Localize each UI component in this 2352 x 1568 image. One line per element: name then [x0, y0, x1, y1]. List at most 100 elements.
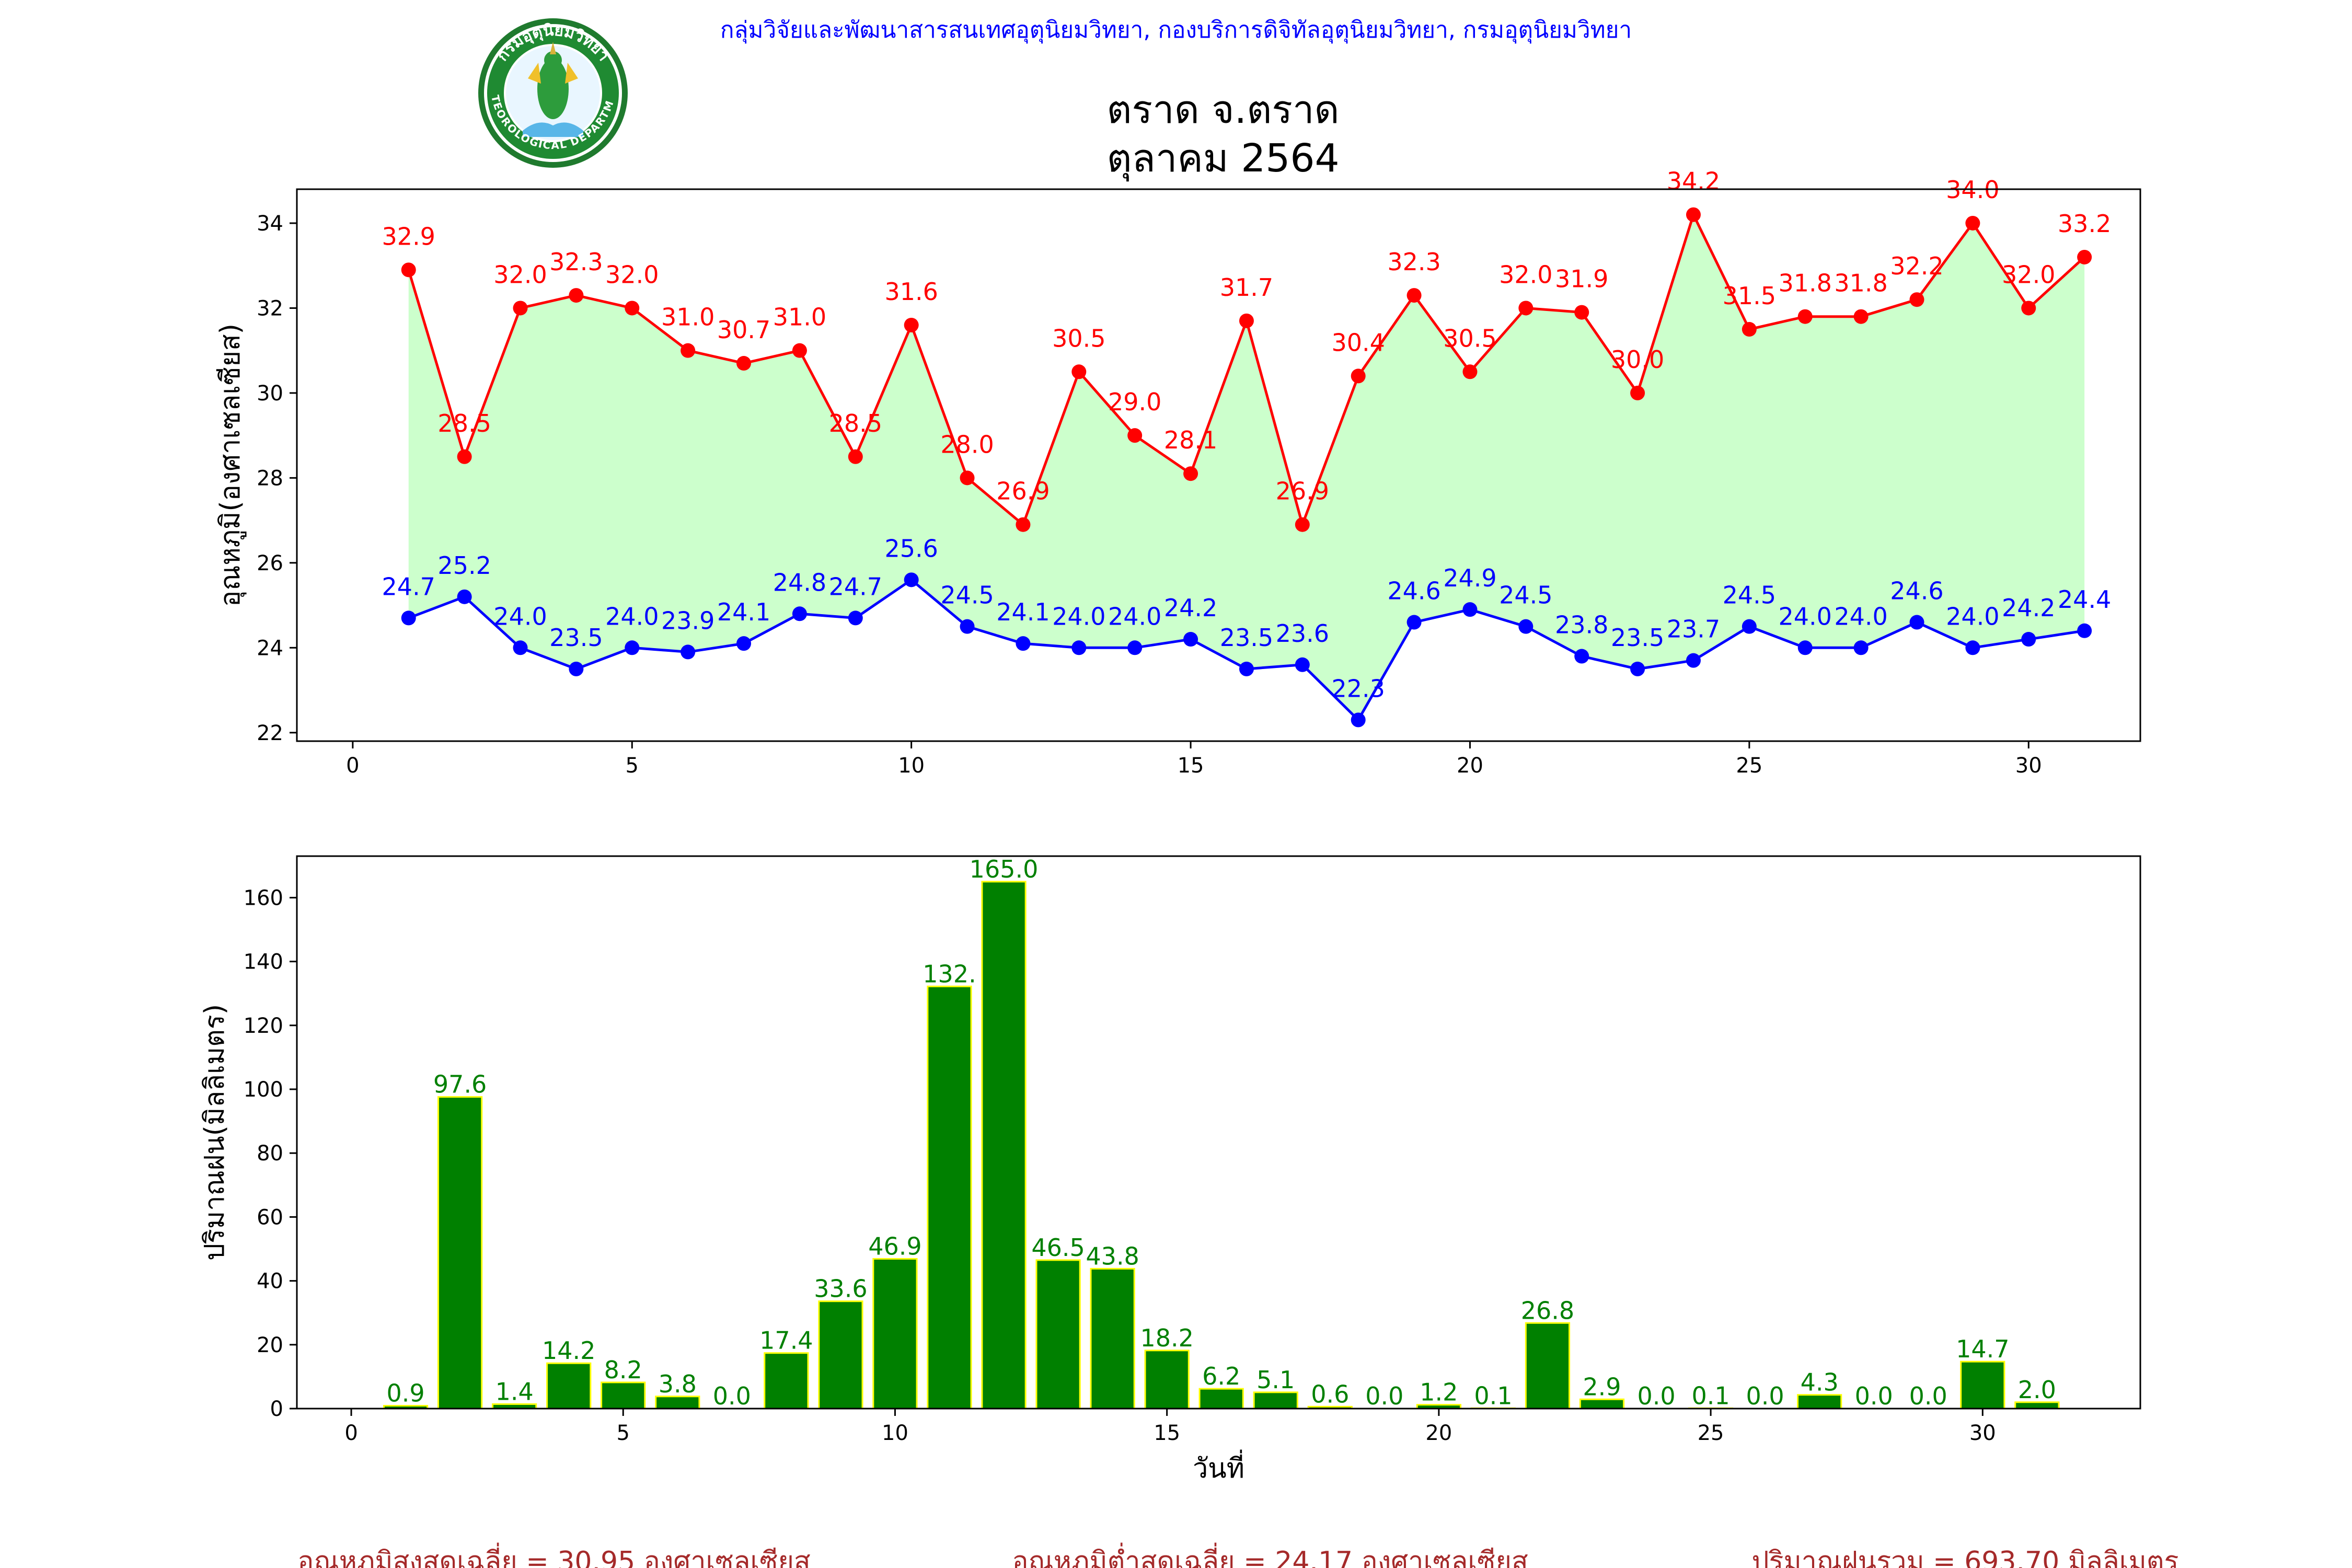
rain-bar — [1090, 1267, 1135, 1410]
temp-x-tick-label: 25 — [1736, 754, 1762, 778]
min-temp-label: 24.1 — [996, 598, 1050, 626]
min-temp-label: 24.7 — [382, 572, 435, 601]
min-temp-label: 24.0 — [493, 602, 547, 630]
min-temp-point — [457, 589, 472, 604]
rain-bar-label: 165.0 — [970, 855, 1039, 883]
min-temp-point — [1686, 653, 1701, 668]
max-temp-point — [1742, 322, 1757, 337]
max-temp-label: 32.3 — [549, 248, 603, 276]
min-temp-label: 24.5 — [1499, 581, 1552, 609]
max-temp-label: 32.0 — [605, 260, 659, 289]
footer-total-rain: ปริมาณฝนรวม = 693.70 มิลลิเมตร — [1752, 1546, 2179, 1568]
temp-y-tick-label: 32 — [257, 296, 283, 320]
max-temp-point — [401, 262, 416, 278]
rain-bar — [601, 1381, 646, 1410]
min-temp-label: 23.5 — [1611, 624, 1664, 652]
min-temp-point — [1071, 640, 1087, 655]
rain-bar-label: 14.2 — [542, 1336, 595, 1365]
max-temp-label: 31.5 — [1723, 282, 1776, 310]
min-temp-point — [681, 644, 696, 660]
min-temp-label: 24.0 — [1052, 602, 1105, 630]
max-temp-point — [1239, 313, 1254, 328]
chart-title-station: ตราด จ.ตราด — [1106, 87, 1339, 132]
rain-bar-label: 0.9 — [387, 1379, 425, 1408]
min-temp-label: 22.3 — [1331, 674, 1385, 702]
rain-bar-label: 17.4 — [759, 1327, 813, 1355]
min-temp-point — [1630, 661, 1645, 676]
max-temp-point — [513, 301, 528, 316]
rain-x-tick-label: 15 — [1154, 1421, 1180, 1445]
min-temp-label: 24.2 — [2002, 594, 2055, 622]
rain-y-tick-label: 120 — [244, 1014, 283, 1038]
min-temp-point — [2077, 623, 2092, 638]
min-temp-label: 23.8 — [1555, 611, 1608, 639]
rain-bar-label: 6.2 — [1202, 1362, 1240, 1390]
rain-y-tick-label: 80 — [257, 1142, 283, 1166]
min-temp-point — [1853, 640, 1869, 655]
min-temp-point — [625, 640, 640, 655]
min-temp-label: 25.6 — [884, 534, 938, 562]
min-temp-point — [1797, 640, 1813, 655]
temp-x-tick-label: 5 — [626, 754, 639, 778]
rain-bar-label: 0.0 — [1365, 1382, 1403, 1410]
min-temp-label: 24.5 — [940, 581, 994, 609]
rain-y-tick-label: 60 — [257, 1205, 283, 1229]
max-temp-point — [625, 301, 640, 316]
rain-bar-label: 0.0 — [713, 1382, 751, 1410]
rain-bar-label: 97.6 — [433, 1070, 487, 1099]
max-temp-label: 32.0 — [493, 260, 547, 289]
rain-x-tick-label: 10 — [882, 1421, 908, 1445]
temp-x-tick-label: 20 — [1457, 754, 1483, 778]
logo-water — [523, 122, 583, 137]
max-temp-point — [457, 449, 472, 464]
min-temp-point — [1239, 661, 1254, 676]
rainfall-plot-frame — [296, 855, 2141, 1410]
max-temp-point — [569, 288, 584, 303]
rain-bar-label: 46.9 — [868, 1232, 921, 1260]
rain-bar-label: 2.0 — [2018, 1376, 2056, 1404]
min-temp-label: 24.7 — [829, 572, 882, 601]
rain-bar-label: 4.3 — [1801, 1368, 1839, 1397]
min-temp-label: 25.2 — [437, 551, 491, 580]
rain-bar-label: 5.1 — [1256, 1366, 1295, 1394]
min-temp-label: 24.1 — [717, 598, 770, 626]
temp-y-tick-label: 30 — [257, 382, 283, 406]
rain-bar-label: 33.6 — [814, 1275, 867, 1303]
min-temp-label: 24.9 — [1443, 564, 1496, 592]
max-temp-label: 32.0 — [2002, 260, 2055, 289]
max-temp-label: 31.8 — [1834, 269, 1887, 297]
rain-bar-label: 0.0 — [1746, 1382, 1784, 1410]
max-temp-label: 31.7 — [1220, 273, 1273, 302]
max-temp-label: 30.4 — [1331, 328, 1385, 356]
max-temp-point — [960, 470, 975, 486]
logo-lightning — [528, 63, 578, 84]
logo-deity-head — [544, 51, 562, 69]
logo-deity-figure — [537, 59, 569, 119]
rain-y-tick-label: 100 — [244, 1078, 283, 1102]
max-temp-label: 28.5 — [829, 409, 882, 437]
max-temp-label: 30.0 — [1611, 345, 1664, 374]
rain-y-tick-label: 20 — [257, 1333, 283, 1357]
min-temp-point — [904, 572, 919, 587]
max-temp-point — [1853, 309, 1869, 324]
max-temp-label: 32.2 — [1890, 252, 1943, 280]
min-temp-point — [1351, 712, 1366, 728]
rain-bar-label: 0.1 — [1691, 1381, 1730, 1410]
rain-y-tick-label: 160 — [244, 886, 283, 910]
min-temp-label: 23.5 — [1220, 624, 1273, 652]
min-temp-point — [1518, 619, 1534, 634]
rain-bar — [1525, 1322, 1571, 1410]
min-temp-point — [960, 619, 975, 634]
min-temp-point — [736, 636, 752, 651]
rain-bar-label: 0.0 — [1855, 1382, 1893, 1410]
temperature-plot-frame — [296, 188, 2141, 742]
rain-bar-label: 3.8 — [659, 1370, 697, 1398]
max-temp-label: 28.0 — [940, 430, 994, 458]
rain-bar-label: 18.2 — [1140, 1324, 1193, 1352]
min-temp-label: 24.2 — [1164, 594, 1217, 622]
max-temp-label: 32.0 — [1499, 260, 1552, 289]
max-temp-label: 31.8 — [1779, 269, 1832, 297]
max-temp-label: 34.2 — [1667, 167, 1720, 195]
min-temp-label: 24.6 — [1890, 577, 1943, 605]
